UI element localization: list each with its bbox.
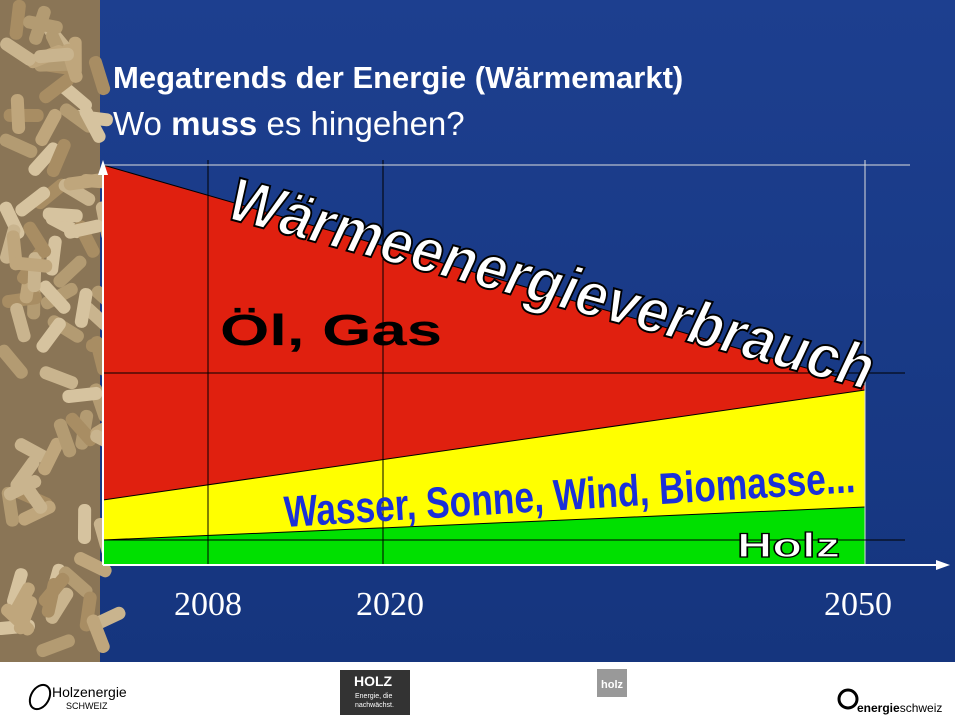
subtitle-part: Wo xyxy=(113,105,171,142)
slide-title: Megatrends der Energie (Wärmemarkt) xyxy=(113,60,683,95)
holz-logo: HOLZ Energie, die nachwächst. xyxy=(340,670,410,715)
logo-text-normal: schweiz xyxy=(900,701,943,715)
holz-small-logo: holz xyxy=(597,669,627,697)
pellet xyxy=(42,207,83,223)
slide-subtitle: Wo muss es hingehen? xyxy=(113,105,465,142)
logo-text: energieschweiz xyxy=(857,701,942,715)
logo-subtext: nachwächst. xyxy=(355,702,394,709)
slide: Megatrends der Energie (Wärmemarkt) Wo m… xyxy=(0,0,955,723)
wood-label: Holz xyxy=(737,527,840,565)
logo-text: HOLZ xyxy=(354,673,393,689)
logo-text-bold: energie xyxy=(857,701,900,715)
subtitle-emphasis: muss xyxy=(171,105,257,142)
subtitle-part: es hingehen? xyxy=(257,105,464,142)
year-label: 2008 xyxy=(174,586,242,623)
page: html, body { margin: 0; padding: 0; widt… xyxy=(0,0,955,723)
fossil-label: Öl, Gas xyxy=(220,306,442,355)
logo-text: Holzenergie xyxy=(52,684,127,700)
logo-subtext: Energie, die xyxy=(355,693,392,700)
pellet xyxy=(78,504,91,544)
year-label: 2020 xyxy=(356,586,424,623)
logo-text: holz xyxy=(601,679,623,691)
page-body: {"header": {"title": "Megatrends der Ene… xyxy=(0,0,955,723)
year-label: 2050 xyxy=(824,586,892,623)
logo-subtext: SCHWEIZ xyxy=(66,701,108,711)
footer-bar xyxy=(0,662,955,723)
pellet xyxy=(11,94,26,135)
